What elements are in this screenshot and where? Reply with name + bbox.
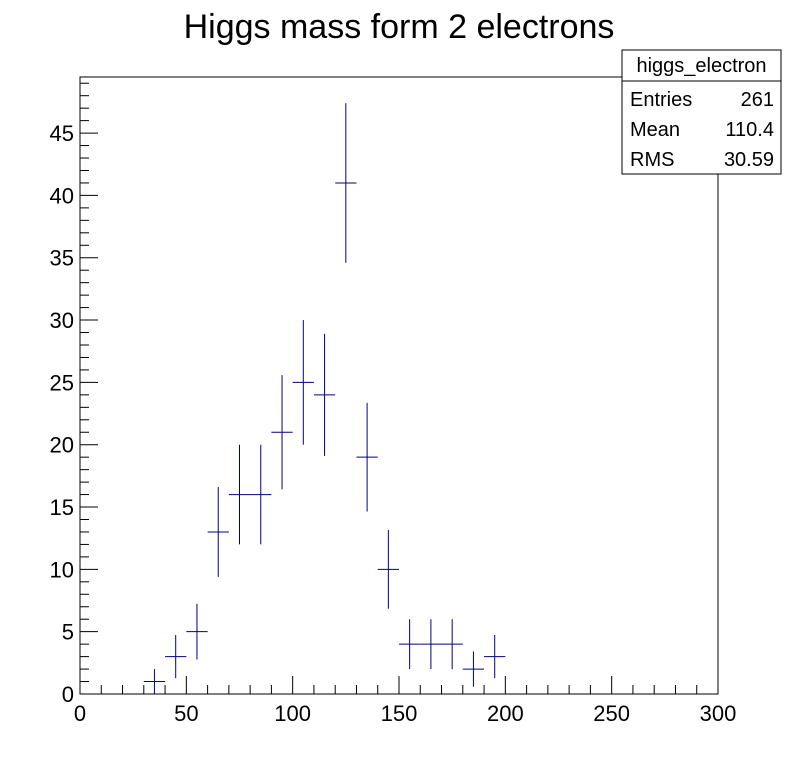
y-tick-label: 25: [50, 370, 74, 395]
histogram-bin: [250, 444, 272, 545]
data-points: [143, 103, 506, 694]
chart-title: Higgs mass form 2 electrons: [184, 8, 615, 46]
axes: 0 50 100 150 200 250 300 0 5 10 15 20 25 30 35 40 45: [50, 82, 737, 726]
x-tick-label: 100: [274, 701, 311, 726]
histogram-bin: [207, 487, 229, 577]
y-tick-label: 40: [50, 183, 74, 208]
y-tick-label: 0: [62, 682, 74, 707]
y-tick-label: 5: [62, 620, 74, 645]
histogram-bin: [292, 320, 314, 445]
histogram-bin: [484, 635, 506, 679]
y-tick-label: 30: [50, 308, 74, 333]
histogram-bin: [165, 635, 187, 679]
histogram-bin: [186, 603, 208, 660]
y-tick-label: 10: [50, 557, 74, 582]
y-tick-label: 20: [50, 433, 74, 458]
histogram-bin: [441, 619, 463, 670]
histogram-bin: [356, 402, 378, 512]
plot-frame: [79, 76, 719, 695]
x-tick-label: 0: [74, 701, 86, 726]
histogram-bin: [399, 619, 421, 670]
histogram-bin: [143, 669, 166, 694]
histogram-bin: [377, 529, 399, 609]
stats-rms-label: RMS: [630, 149, 674, 171]
stats-box-name: higgs_electron: [636, 55, 766, 77]
stats-entries-label: Entries: [630, 89, 692, 111]
x-tick-label: 150: [381, 701, 418, 726]
y-tick-label: 15: [50, 495, 74, 520]
y-tick-label: 35: [50, 246, 74, 271]
x-tick-label: 50: [174, 701, 198, 726]
histogram-bin: [228, 444, 251, 545]
x-tick-label: 300: [700, 701, 737, 726]
histogram-bin: [271, 375, 293, 490]
histogram-bin: [335, 103, 357, 263]
histogram-bin: [313, 333, 336, 456]
stats-box-frame: [621, 49, 782, 175]
stats-rms-value: 30.59: [724, 149, 774, 171]
histogram-bin: [420, 619, 442, 670]
stats-mean-label: Mean: [630, 119, 680, 141]
histogram-bin: [462, 651, 485, 687]
stats-entries-value: 261: [741, 89, 774, 111]
stats-box: higgs_electron Entries 261 Mean 110.4 RM…: [621, 49, 782, 175]
x-tick-label: 250: [593, 701, 630, 726]
x-tick-label: 200: [487, 701, 524, 726]
y-tick-label: 45: [50, 121, 74, 146]
stats-mean-value: 110.4: [725, 119, 774, 141]
